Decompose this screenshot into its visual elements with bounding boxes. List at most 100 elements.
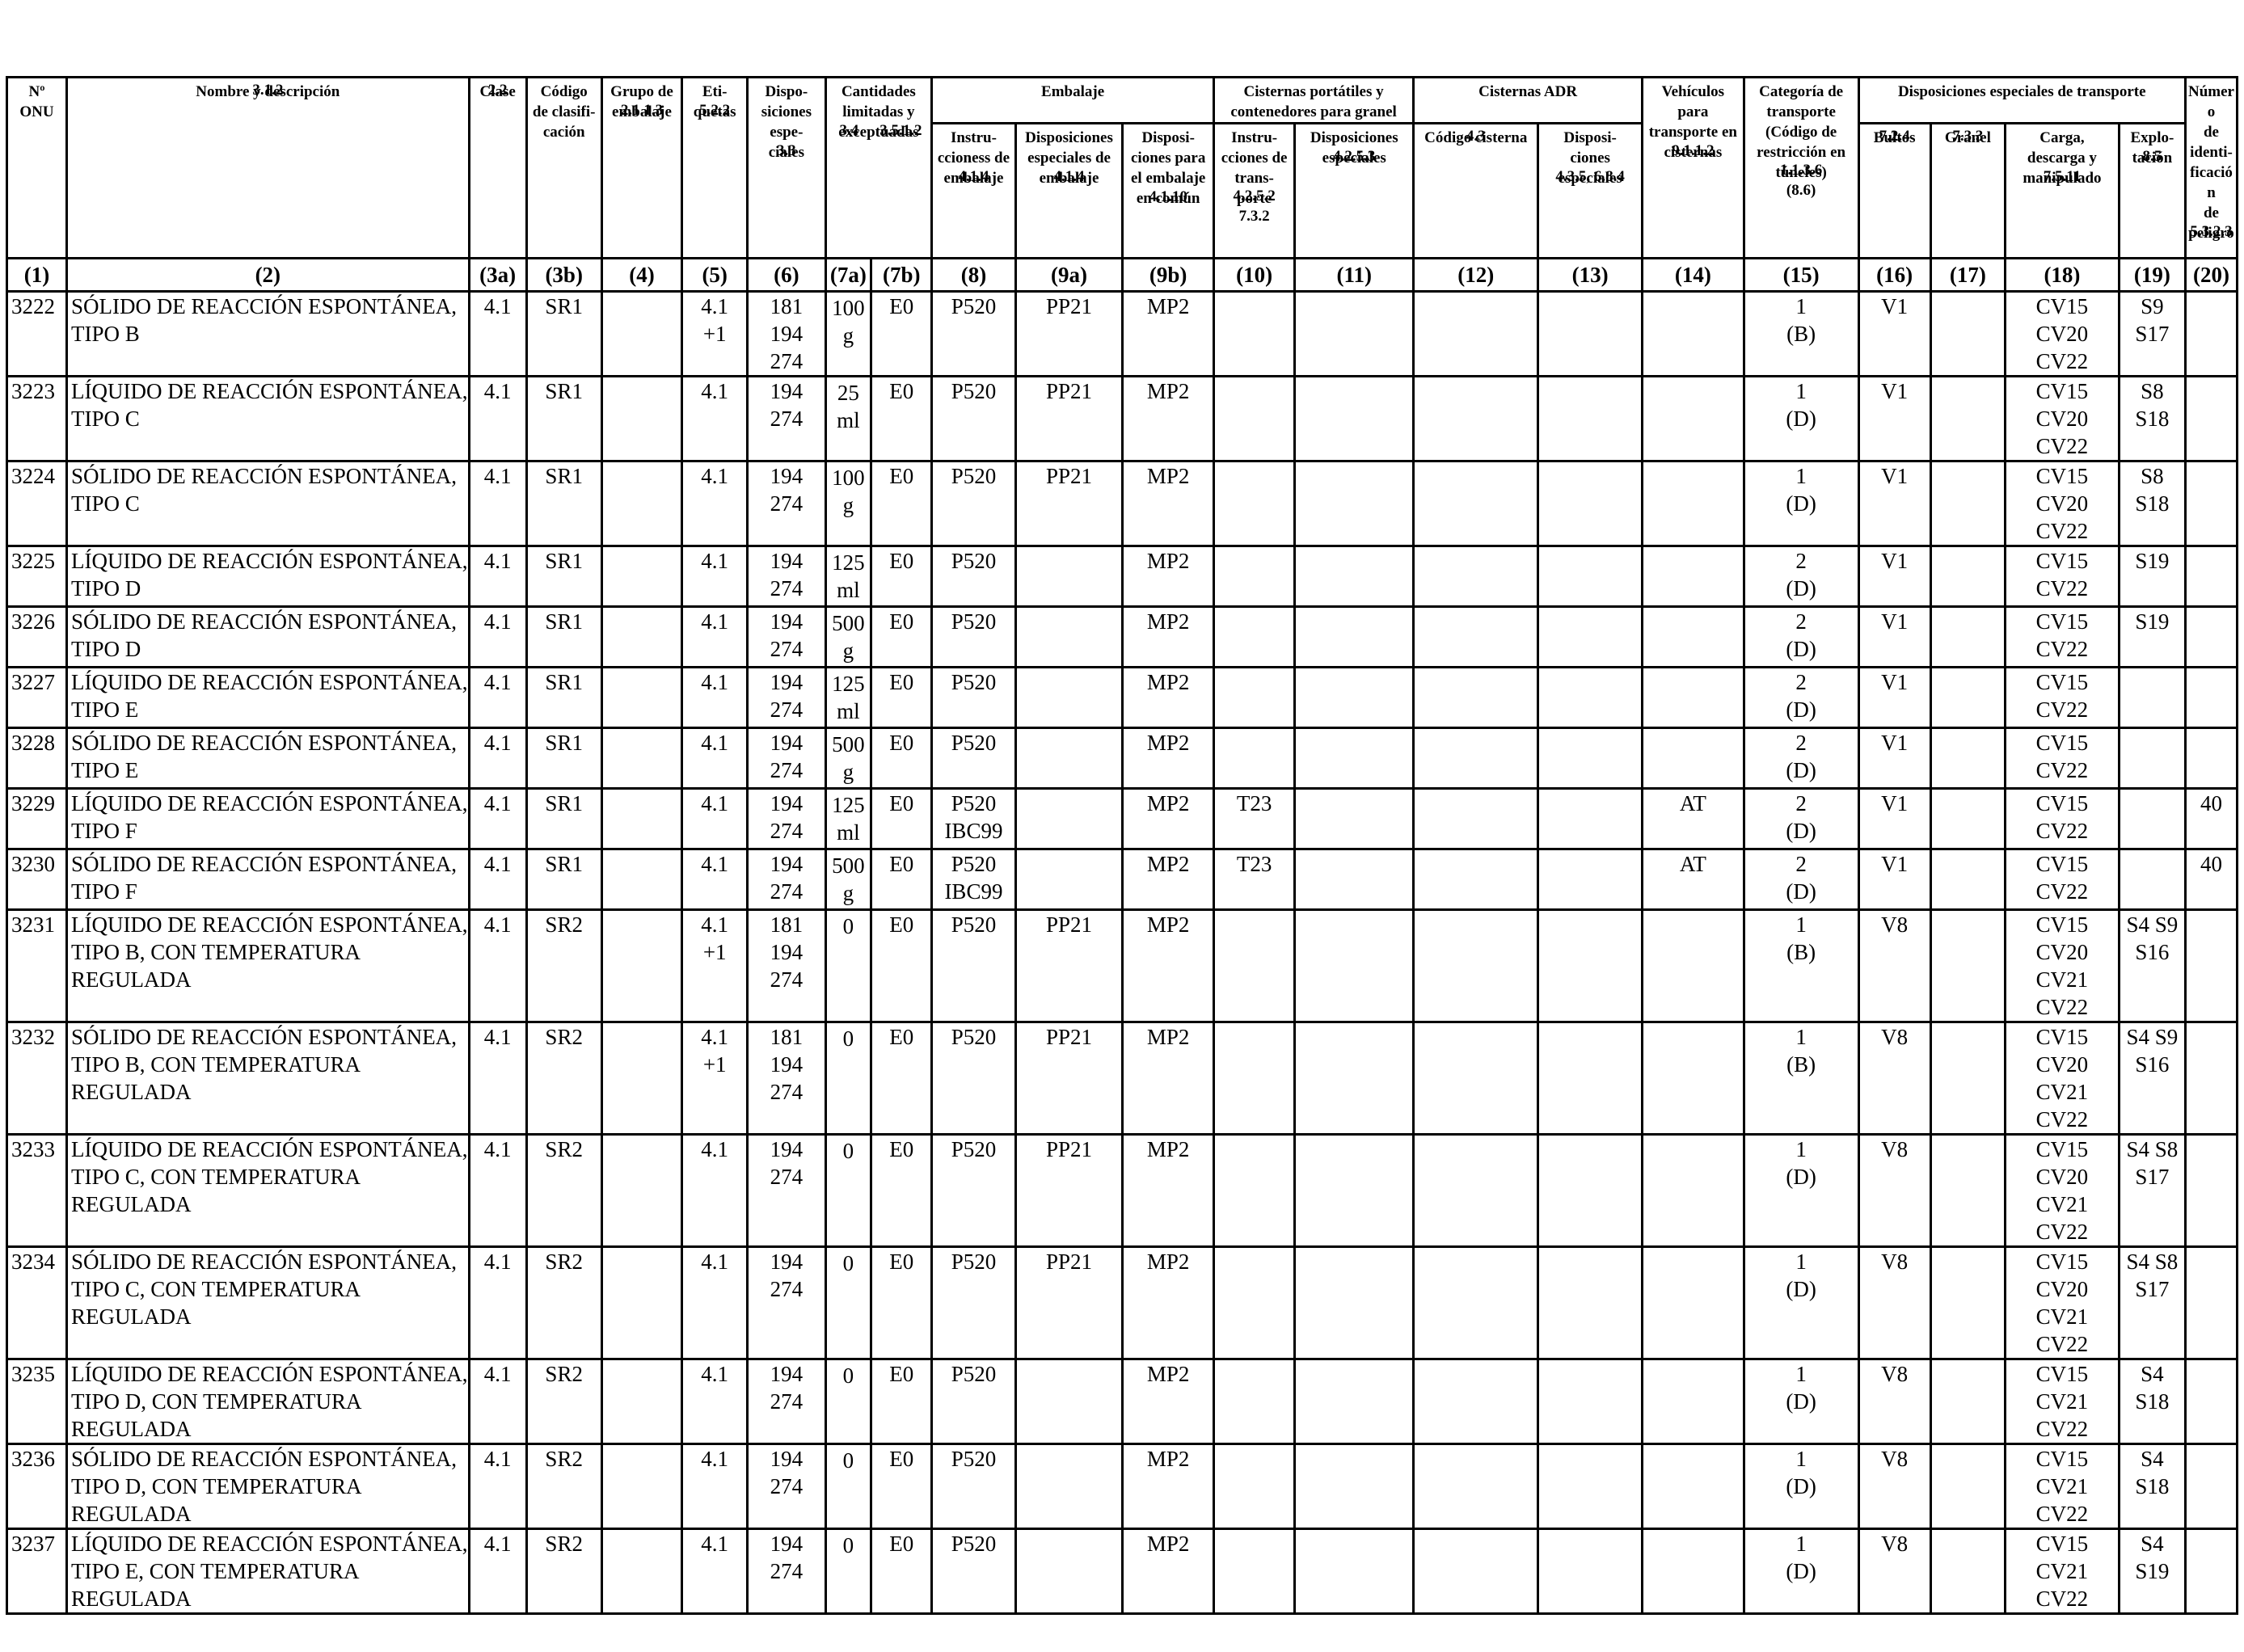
- header-hazard-number: Número de identi- ficación de peligro 5.3…: [2183, 76, 2239, 259]
- header-code-label: Código de clasifi- cación: [532, 83, 596, 141]
- classification-code-cell: SR2: [525, 1443, 603, 1530]
- operation-cell: S8 S18: [2117, 460, 2187, 547]
- header-bulk: Granel 7.3.3: [1929, 122, 2007, 259]
- class-cell: 4.1: [467, 1133, 528, 1248]
- portable-tank-cell: [1212, 1443, 1297, 1530]
- portable-tank-cell: [1212, 666, 1297, 729]
- adr-tank-code-cell: [1412, 727, 1540, 790]
- excepted-quantity-cell: E0: [870, 848, 934, 911]
- portable-tank-cell: [1212, 1245, 1297, 1360]
- transport-category-cell: 1 (D): [1742, 460, 1860, 547]
- adr-special-cell: [1537, 1245, 1644, 1360]
- packing-group-cell: [600, 666, 684, 729]
- special-provisions-cell: 194 274: [746, 545, 827, 608]
- transport-category-cell: 1 (B): [1742, 290, 1860, 377]
- header-adr-tanks: Cisternas ADR: [1412, 76, 1644, 124]
- bulk-cell: [1929, 1358, 2007, 1445]
- special-provisions-cell: 181 194 274: [746, 290, 827, 377]
- adr-tank-code-cell: [1412, 1245, 1540, 1360]
- header-labels-ref: 5.2.2: [699, 102, 731, 119]
- excepted-quantity-cell: E0: [870, 290, 934, 377]
- header-adr-special-ref: 4.3.5, 6.8.4: [1555, 168, 1625, 185]
- header-portable-special-label: Disposiciones especiales: [1310, 129, 1398, 166]
- packing-instruction-cell: P520: [930, 727, 1017, 790]
- header-packages-ref: 7.2.4: [1879, 128, 1910, 145]
- packing-instruction-cell: P520: [930, 1358, 1017, 1445]
- adr-special-cell: [1537, 727, 1644, 790]
- classification-code-cell: SR1: [525, 666, 603, 729]
- header-category-ref: 1.1.3.6 (8.6): [1780, 162, 1823, 199]
- class-cell: 4.1: [467, 666, 528, 729]
- header-loading-ref: 7.5.11: [2043, 168, 2082, 185]
- transport-category-cell: 2 (D): [1742, 727, 1860, 790]
- name-cell: LÍQUIDO DE REACCIÓN ESPONTÁNEA, TIPO D: [65, 545, 470, 608]
- header-pack-mixed-label: Disposi- ciones para el embalaje en comú…: [1130, 129, 1206, 207]
- table-row: 3229 LÍQUIDO DE REACCIÓN ESPONTÁNEA, TIPO…: [6, 787, 2239, 850]
- vehicle-cell: AT: [1641, 848, 1745, 911]
- packing-special-cell: [1014, 1358, 1124, 1445]
- portable-special-cell: [1293, 1245, 1415, 1360]
- packing-group-cell: [600, 1443, 684, 1530]
- vehicle-cell: [1641, 1133, 1745, 1248]
- vehicle-cell: [1641, 1021, 1745, 1136]
- special-provisions-cell: 194 274: [746, 666, 827, 729]
- mixed-packing-cell: MP2: [1121, 666, 1215, 729]
- packing-group-cell: [600, 787, 684, 850]
- hazard-number-cell: 40: [2183, 787, 2239, 850]
- transport-category-cell: 1 (D): [1742, 375, 1860, 462]
- adr-tank-code-cell: [1412, 848, 1540, 911]
- operation-cell: S4 S18: [2117, 1358, 2187, 1445]
- vehicle-cell: AT: [1641, 787, 1745, 850]
- bulk-cell: [1929, 1021, 2007, 1136]
- adr-tank-code-cell: [1412, 666, 1540, 729]
- header-name-label: Nombre y descripción: [196, 83, 340, 100]
- class-cell: 4.1: [467, 908, 528, 1023]
- hazard-number-cell: [2183, 1133, 2239, 1248]
- mixed-packing-cell: MP2: [1121, 1528, 1215, 1615]
- header-class: Clase 2.2: [467, 76, 528, 259]
- operation-cell: S4 S19: [2117, 1528, 2187, 1615]
- excepted-quantity-cell: E0: [870, 375, 934, 462]
- header-loading-label: Carga, descarga y manipulado: [2023, 129, 2102, 187]
- hazard-number-cell: [2183, 290, 2239, 377]
- mixed-packing-cell: MP2: [1121, 605, 1215, 668]
- un-number-cell: 3229: [6, 787, 68, 850]
- table-row: 3231 LÍQUIDO DE REACCIÓN ESPONTÁNEA, TIPO…: [6, 908, 2239, 1023]
- table-body: 3222 SÓLIDO DE REACCIÓN ESPONTÁNEA, TIPO …: [6, 290, 2239, 1615]
- portable-tank-cell: [1212, 1358, 1297, 1445]
- portable-tank-cell: [1212, 727, 1297, 790]
- mixed-packing-cell: MP2: [1121, 1443, 1215, 1530]
- column-number: (15): [1742, 257, 1860, 293]
- classification-code-cell: SR1: [525, 460, 603, 547]
- adr-tank-code-cell: [1412, 545, 1540, 608]
- header-packages-label: Bultos: [1873, 129, 1916, 146]
- header-special-label: Dispo- siciones espe- ciales: [761, 83, 812, 161]
- table-row: 3237 LÍQUIDO DE REACCIÓN ESPONTÁNEA, TIPO…: [6, 1528, 2239, 1615]
- header-mixed-packing: Disposi- ciones para el embalaje en comú…: [1121, 122, 1215, 259]
- classification-code-cell: SR1: [525, 787, 603, 850]
- hazard-number-cell: 40: [2183, 848, 2239, 911]
- packing-instruction-cell: P520: [930, 908, 1017, 1023]
- packing-special-cell: PP21: [1014, 1021, 1124, 1136]
- classification-code-cell: SR1: [525, 605, 603, 668]
- column-number: (3b): [525, 257, 603, 293]
- portable-special-cell: [1293, 666, 1415, 729]
- portable-special-cell: [1293, 605, 1415, 668]
- hazard-number-cell: [2183, 666, 2239, 729]
- hazard-number-cell: [2183, 545, 2239, 608]
- limited-quantity-cell: 0: [824, 1443, 873, 1530]
- packages-cell: V8: [1857, 1133, 1932, 1248]
- excepted-quantity-cell: E0: [870, 666, 934, 729]
- operation-cell: [2117, 787, 2187, 850]
- classification-code-cell: SR2: [525, 1021, 603, 1136]
- header-category-label: Categoría de transporte (Código de restr…: [1757, 83, 1846, 181]
- header-quantities-ref-a: 3.4: [839, 122, 859, 139]
- header-bulk-ref: 7.3.3: [1952, 128, 1984, 145]
- special-provisions-cell: 194 274: [746, 1528, 827, 1615]
- un-number-cell: 3231: [6, 908, 68, 1023]
- adr-tank-code-cell: [1412, 1528, 1540, 1615]
- portable-special-cell: [1293, 1358, 1415, 1445]
- loading-cell: CV15 CV22: [2004, 605, 2120, 668]
- packing-instruction-cell: P520: [930, 545, 1017, 608]
- packages-cell: V8: [1857, 908, 1932, 1023]
